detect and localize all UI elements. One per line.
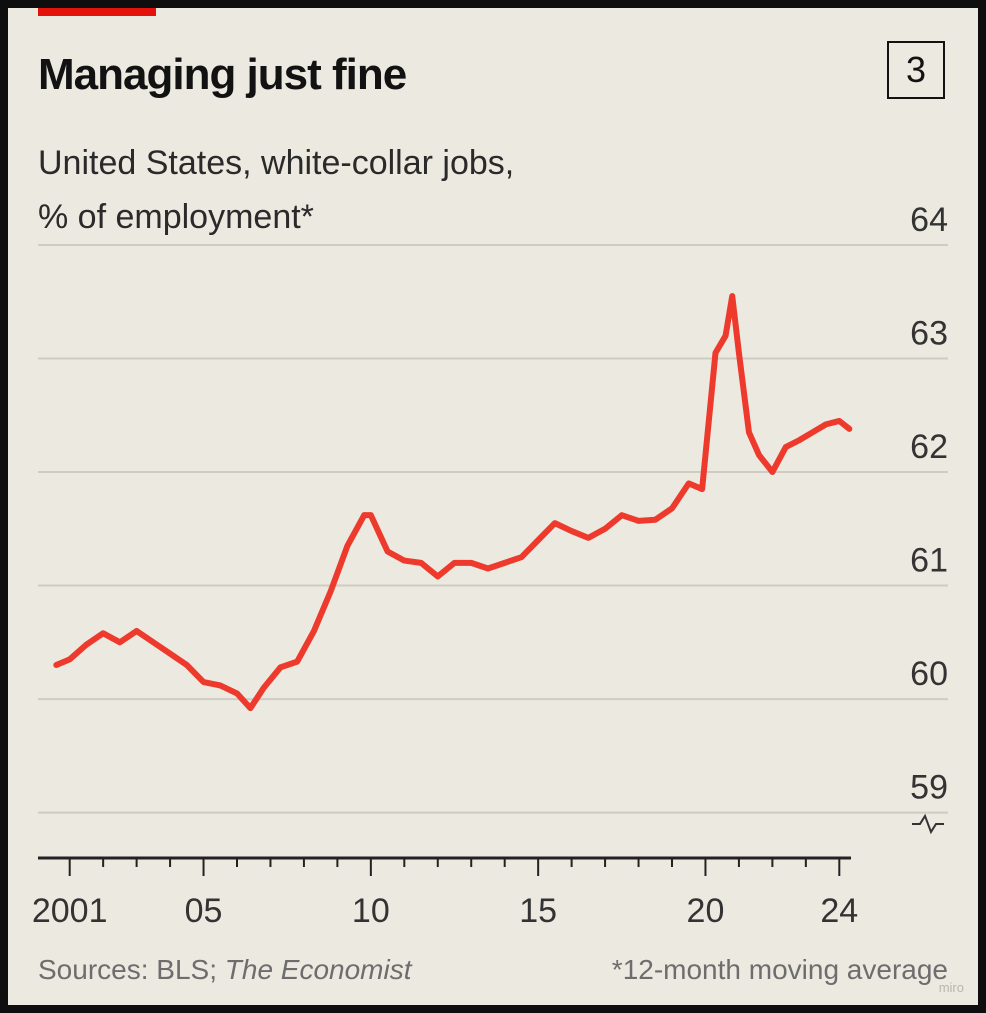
sources-publication: The Economist	[224, 954, 412, 985]
watermark: miro	[938, 980, 964, 995]
y-tick-label: 61	[910, 542, 948, 580]
y-tick-label: 64	[910, 201, 948, 239]
x-tick-label: 10	[352, 892, 390, 930]
sources-prefix: Sources: BLS;	[38, 954, 225, 985]
chart-panel: Managing just fine 3 United States, whit…	[8, 8, 978, 1005]
y-tick-label: 60	[910, 655, 948, 693]
brand-red-tag	[38, 8, 156, 16]
x-tick-label: 05	[185, 892, 223, 930]
x-tick-label: 2001	[32, 892, 108, 930]
axis-break-icon	[912, 813, 944, 835]
line-chart: 59 60 61 62 63 64 2001 05 10 15 20 24	[32, 201, 948, 930]
x-tick-label: 15	[519, 892, 557, 930]
y-tick-label: 62	[910, 428, 948, 466]
chart-number-badge: 3	[887, 41, 945, 99]
x-tick-label: 24	[820, 892, 858, 930]
x-tick-label: 20	[687, 892, 725, 930]
subtitle-line-1: United States, white-collar jobs,	[38, 144, 515, 182]
subtitle-line-2: % of employment*	[38, 198, 314, 236]
chart-title: Managing just fine	[38, 50, 407, 99]
sources-note: Sources: BLS; The Economist	[38, 954, 412, 986]
y-tick-label: 63	[910, 315, 948, 353]
footnote: *12-month moving average	[611, 954, 948, 985]
y-tick-label: 59	[910, 769, 948, 807]
chart-subtitle: United States, white-collar jobs, % of e…	[38, 136, 514, 244]
series-line	[53, 293, 853, 712]
